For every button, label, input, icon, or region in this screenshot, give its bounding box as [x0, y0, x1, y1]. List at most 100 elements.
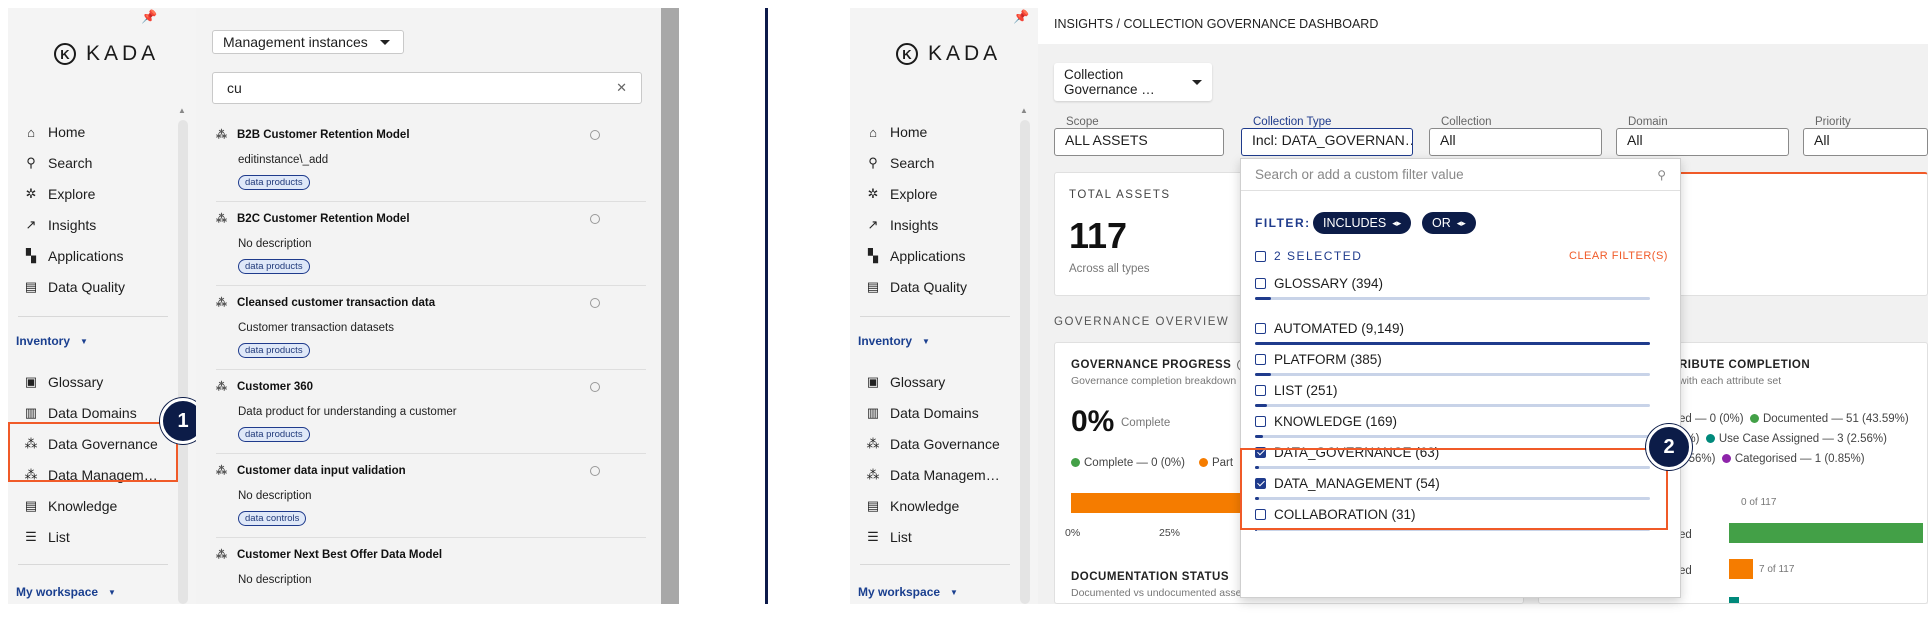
collection-field[interactable]: All: [1429, 128, 1602, 156]
nav-insights[interactable]: ↗Insights: [24, 211, 96, 239]
caret-down-icon: [1192, 80, 1202, 85]
select-all-checkbox[interactable]: 2 SELECTED: [1255, 249, 1362, 263]
nav-insights[interactable]: ↗Insights: [866, 211, 938, 239]
nav-home[interactable]: ⌂Home: [24, 118, 85, 146]
filter-option-label: LIST (251): [1274, 383, 1338, 398]
filter-option[interactable]: GLOSSARY (394): [1255, 276, 1383, 291]
collection-icon: ⁂: [216, 296, 227, 309]
nav-explore[interactable]: ✲Explore: [24, 180, 95, 208]
nav-data-quality[interactable]: ▤Data Quality: [866, 273, 967, 301]
nav-data-quality[interactable]: ▤Data Quality: [24, 273, 125, 301]
checkbox[interactable]: [1255, 251, 1266, 262]
collection-type-field[interactable]: Incl: DATA_GOVERNAN…: [1241, 128, 1413, 156]
or-toggle[interactable]: OR◂▸: [1422, 212, 1476, 234]
collection-type-filter-popover: Search or add a custom filter value⚲ FIL…: [1240, 158, 1681, 598]
pin-icon[interactable]: 📌: [141, 9, 157, 25]
gov-progress-title: GOVERNANCE PROGRESSi: [1071, 359, 1249, 371]
scroll-up-icon[interactable]: ▲: [1020, 106, 1028, 115]
doc-status-sub: Documented vs undocumented assets: [1071, 587, 1250, 599]
legend-dot: [1199, 458, 1208, 467]
nav-list[interactable]: ☰List: [24, 523, 70, 551]
filter-search-input[interactable]: Search or add a custom filter value⚲: [1241, 159, 1680, 191]
nav-explore[interactable]: ✲Explore: [866, 180, 937, 208]
gov-percent: 0%: [1071, 405, 1114, 439]
nav-applications[interactable]: ▚Applications: [866, 242, 966, 270]
scrollbar[interactable]: [178, 120, 188, 604]
nav-list[interactable]: ☰List: [866, 523, 912, 551]
nav-data-governance[interactable]: ⁂Data Governance: [866, 430, 1000, 458]
collection-icon: ⁂: [216, 548, 227, 561]
instances-dropdown[interactable]: Management instances: [212, 30, 404, 54]
checkbox[interactable]: [1255, 354, 1266, 365]
radio-button[interactable]: [590, 130, 600, 140]
pin-icon[interactable]: 📌: [1013, 9, 1029, 25]
search-input[interactable]: cu✕: [212, 72, 642, 104]
priority-label: Priority: [1811, 116, 1855, 128]
domain-field[interactable]: All: [1616, 128, 1789, 156]
total-assets-label: TOTAL ASSETS: [1069, 189, 1171, 201]
legend-dot: [1071, 458, 1080, 467]
nav-glossary[interactable]: ▣Glossary: [866, 368, 945, 396]
checkbox[interactable]: [1255, 385, 1266, 396]
checkbox[interactable]: [1255, 416, 1266, 427]
radio-button[interactable]: [590, 214, 600, 224]
filter-option[interactable]: PLATFORM (385): [1255, 352, 1382, 367]
divider: [18, 564, 168, 565]
close-icon[interactable]: ✕: [616, 80, 627, 96]
nav-knowledge[interactable]: ▤Knowledge: [24, 492, 117, 520]
scrollbar[interactable]: [1020, 120, 1030, 604]
radio-button[interactable]: [590, 382, 600, 392]
governance-overview-heading: GOVERNANCE OVERVIEW: [1054, 316, 1229, 328]
filter-option[interactable]: KNOWLEDGE (169): [1255, 414, 1397, 429]
dashboard-dropdown[interactable]: Collection Governance …: [1054, 63, 1212, 101]
nav-search[interactable]: ⚲Search: [24, 149, 92, 177]
attr-legend: ed — 0 (0%) Documented — 51 (43.59%): [1679, 413, 1909, 425]
collection-icon: ⁂: [216, 212, 227, 225]
includes-toggle[interactable]: INCLUDES◂▸: [1313, 212, 1411, 234]
priority-field[interactable]: All: [1803, 128, 1928, 156]
nav-home[interactable]: ⌂Home: [866, 118, 927, 146]
workspace-section[interactable]: My workspace▼: [16, 585, 116, 599]
radio-button[interactable]: [590, 298, 600, 308]
collection-label: Collection: [1437, 116, 1496, 128]
attr-count: 0 of 117: [1741, 497, 1776, 508]
inventory-section[interactable]: Inventory▼: [16, 334, 88, 348]
nav-knowledge[interactable]: ▤Knowledge: [866, 492, 959, 520]
checkbox[interactable]: [1255, 323, 1266, 334]
instances-panel: Management instances cu✕ ⁂B2B Customer R…: [196, 8, 661, 604]
radio-button[interactable]: [590, 466, 600, 476]
nav-data-domains[interactable]: ▥Data Domains: [866, 399, 979, 427]
tag-badge: data products: [238, 343, 310, 358]
checkbox[interactable]: [1255, 278, 1266, 289]
workspace-section[interactable]: My workspace▼: [858, 585, 958, 599]
scroll-up-icon[interactable]: ▲: [178, 106, 186, 115]
axis-label: 25%: [1159, 527, 1180, 539]
domain-label: Domain: [1624, 116, 1672, 128]
clear-filters-link[interactable]: CLEAR FILTER(S): [1569, 250, 1668, 262]
filter-option[interactable]: AUTOMATED (9,149): [1255, 321, 1404, 336]
inventory-section[interactable]: Inventory▼: [858, 334, 930, 348]
filter-option[interactable]: LIST (251): [1255, 383, 1338, 398]
home-icon: ⌂: [866, 125, 880, 140]
nav-search[interactable]: ⚲Search: [866, 149, 934, 177]
attr-legend: 2.56%) Categorised — 1 (0.85%): [1679, 453, 1865, 465]
nav-applications[interactable]: ▚Applications: [24, 242, 124, 270]
nav-glossary[interactable]: ▣Glossary: [24, 368, 103, 396]
filter-option-label: AUTOMATED (9,149): [1274, 321, 1404, 336]
breadcrumb: INSIGHTS / COLLECTION GOVERNANCE DASHBOA…: [1054, 17, 1378, 31]
option-count-bar: [1255, 373, 1650, 376]
attr-bar-third: [1729, 597, 1739, 604]
divider: [860, 564, 1010, 565]
domains-icon: ▥: [24, 405, 38, 421]
nav-data-management[interactable]: ⁂Data Managem…: [866, 461, 1000, 489]
scope-field[interactable]: ALL ASSETS: [1054, 128, 1224, 156]
knowledge-icon: ▤: [24, 498, 38, 514]
